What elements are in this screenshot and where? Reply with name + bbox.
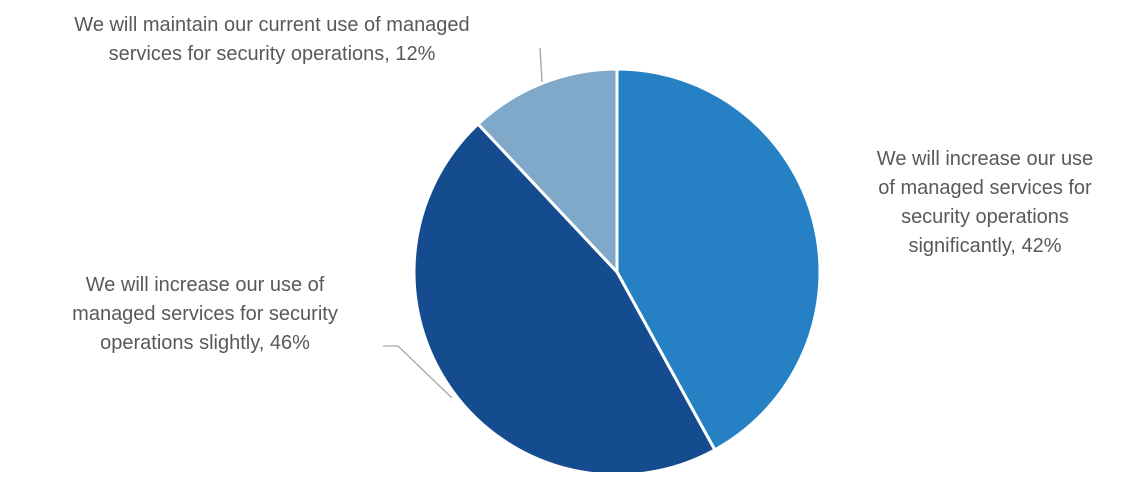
slice-label-0: We will increase our use of managed servi… bbox=[877, 148, 1093, 257]
slice-label-0-line-2: security operations bbox=[901, 206, 1069, 228]
slice-label-0-line-3: significantly, 42% bbox=[908, 235, 1061, 257]
pie-slice-0 bbox=[615, 67, 822, 452]
slice-label-0-line-1: of managed services for bbox=[878, 177, 1092, 199]
slice-label-1: We will increase our use of managed servi… bbox=[72, 274, 338, 354]
leader-line-2 bbox=[539, 47, 543, 83]
slices-layer bbox=[412, 67, 822, 477]
slice-label-1-line-1: managed services for security bbox=[72, 303, 338, 325]
slice-label-2-line-0: We will maintain our current use of mana… bbox=[74, 14, 469, 36]
slice-label-1-line-2: operations slightly, 46% bbox=[100, 332, 310, 354]
slice-label-0-line-0: We will increase our use bbox=[877, 148, 1093, 170]
labels-layer: We will increase our use of managed servi… bbox=[72, 14, 1093, 354]
slice-label-2: We will maintain our current use of mana… bbox=[74, 14, 469, 65]
leader-lines-layer bbox=[383, 47, 543, 399]
slice-label-1-line-0: We will increase our use of bbox=[86, 274, 325, 296]
leader-line-1 bbox=[383, 345, 453, 399]
pie-slice-2 bbox=[476, 67, 619, 274]
slice-label-2-line-1: services for security operations, 12% bbox=[109, 43, 436, 65]
